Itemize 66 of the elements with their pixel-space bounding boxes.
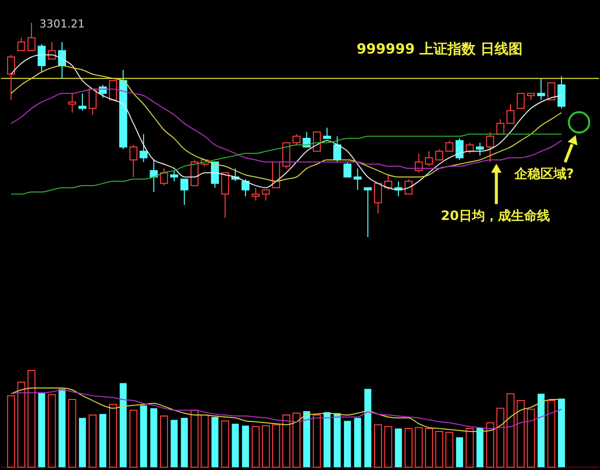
bar — [344, 420, 351, 468]
bar — [324, 412, 331, 468]
candlestick — [364, 187, 372, 238]
bar — [476, 428, 484, 468]
candlestick — [7, 54, 16, 100]
candlestick — [140, 134, 148, 162]
candlestick — [354, 168, 362, 190]
candlestick — [414, 152, 423, 174]
bar — [211, 416, 218, 468]
bar — [140, 405, 148, 468]
candlestick — [302, 132, 311, 148]
candlestick — [323, 127, 332, 139]
candlestick — [129, 144, 138, 178]
annotation: 20日均，成生命线 — [440, 209, 550, 224]
bar — [538, 394, 545, 468]
candlestick — [160, 168, 168, 186]
bar — [354, 418, 362, 468]
annotation: 999999 上证指数 日线图 — [356, 42, 522, 58]
candlestick — [180, 178, 188, 206]
bar — [38, 392, 46, 468]
bar — [303, 411, 310, 468]
candlestick — [221, 172, 230, 218]
bar — [58, 388, 66, 468]
candlestick — [38, 44, 46, 72]
candlestick — [456, 138, 464, 160]
candlestick — [476, 142, 484, 156]
candlestick — [210, 162, 219, 188]
annotation: 企稳区域? — [513, 167, 574, 182]
candlestick — [150, 159, 158, 192]
candlestick — [435, 148, 444, 160]
bar — [180, 418, 188, 468]
bar — [99, 414, 106, 468]
candlestick — [27, 22, 36, 52]
candlestick — [17, 37, 26, 52]
bar — [558, 398, 565, 468]
bar — [120, 383, 127, 468]
candlestick — [506, 104, 515, 124]
candlestick — [516, 92, 525, 109]
bar — [456, 437, 464, 468]
candlestick — [170, 170, 178, 182]
bar — [232, 424, 239, 468]
candlestick — [486, 132, 494, 162]
candlestick — [424, 150, 433, 167]
bar — [364, 388, 372, 468]
bar — [242, 426, 249, 468]
bar — [170, 420, 178, 468]
candlestick — [537, 78, 546, 100]
candlestick — [404, 178, 413, 195]
candlestick — [282, 142, 290, 169]
candlestick — [262, 189, 270, 202]
candlestick — [242, 178, 250, 197]
candlestick — [88, 88, 97, 116]
bar — [78, 418, 86, 468]
candlestick — [292, 134, 300, 146]
candlestick — [48, 42, 56, 60]
candlestick — [374, 182, 382, 214]
candlestick — [557, 76, 566, 109]
bar — [150, 408, 158, 468]
candlestick — [68, 92, 76, 114]
candlestick — [252, 187, 260, 202]
candlestick — [496, 118, 504, 135]
candlestick — [445, 140, 454, 152]
candlestick — [78, 92, 86, 112]
annotation: 3301.21 — [39, 18, 85, 31]
bar — [394, 428, 402, 468]
candlestick — [343, 162, 352, 178]
